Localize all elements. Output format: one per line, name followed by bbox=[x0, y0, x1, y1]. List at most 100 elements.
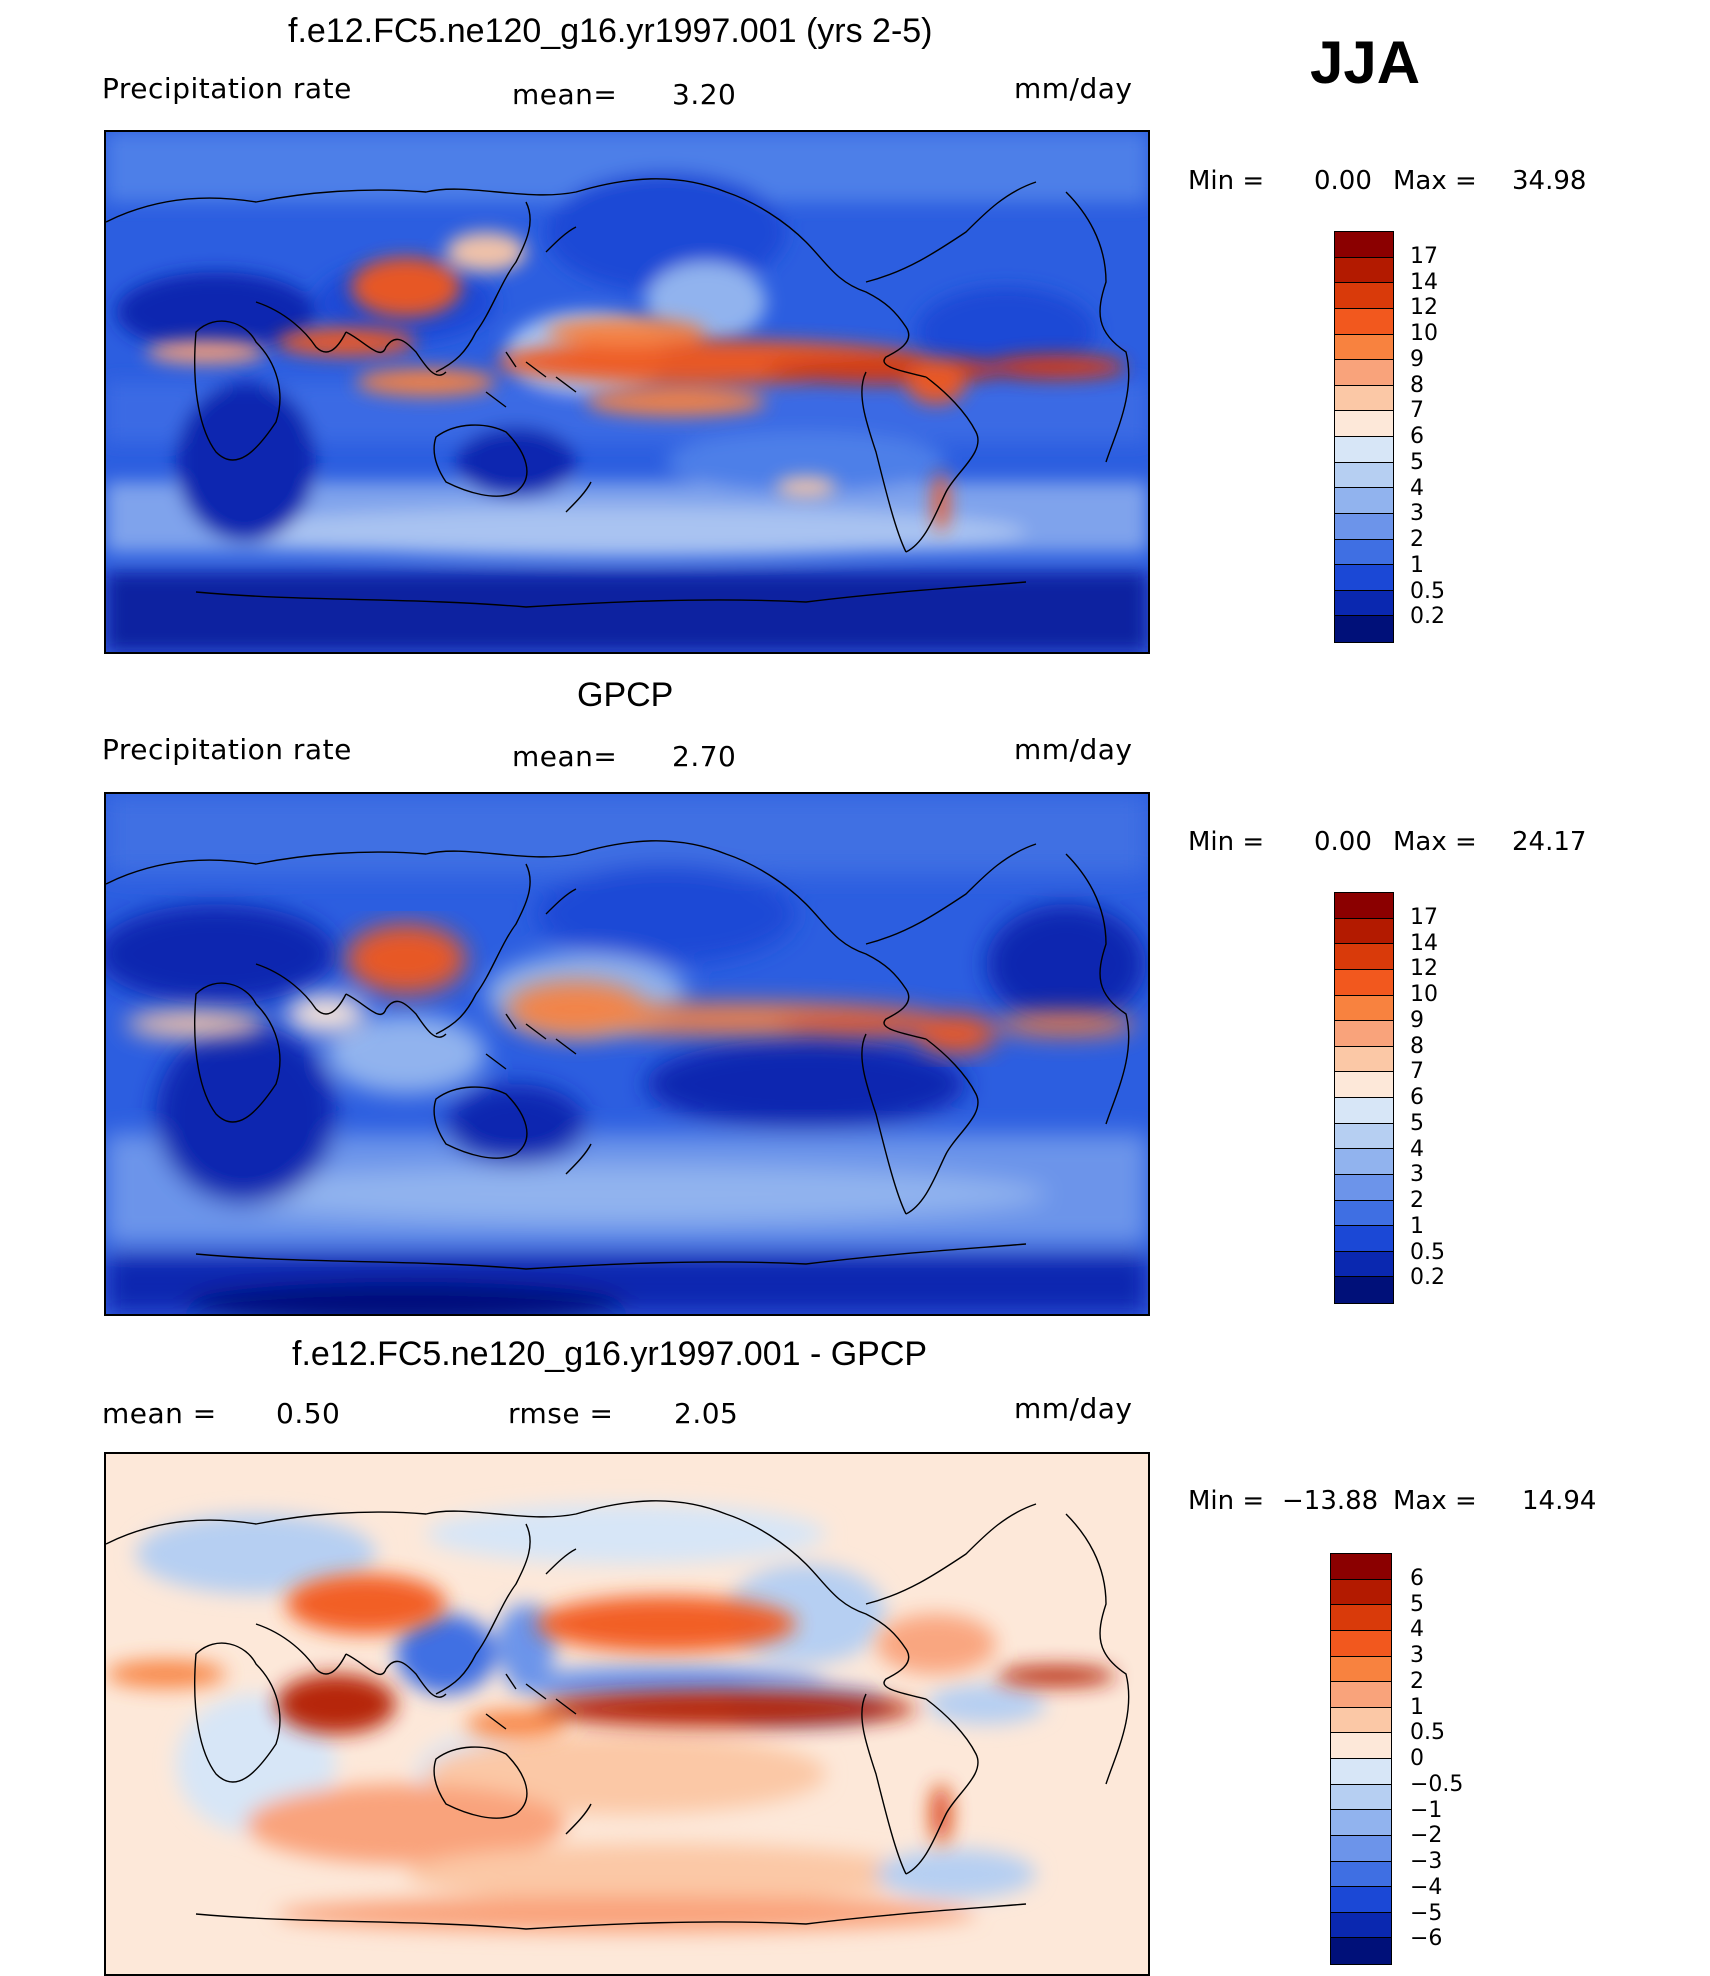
colorbar-swatch bbox=[1335, 893, 1393, 919]
colorbar-tick-label: 5 bbox=[1410, 449, 1424, 475]
colorbar-swatch bbox=[1335, 565, 1393, 591]
colorbar-swatch bbox=[1335, 283, 1393, 309]
colorbar-tick-label: 14 bbox=[1410, 269, 1438, 295]
panel3-title: f.e12.FC5.ne120_g16.yr1997.001 - GPCP bbox=[292, 1335, 928, 1373]
colorbar-swatch bbox=[1331, 1835, 1391, 1862]
colorbar-swatch bbox=[1335, 1226, 1393, 1252]
panel3-max-value: 14.94 bbox=[1522, 1486, 1597, 1516]
colorbar-tick-label: −3 bbox=[1410, 1849, 1443, 1874]
colorbar-tick-label: 12 bbox=[1410, 956, 1438, 982]
colorbar-swatch bbox=[1335, 918, 1393, 945]
colorbar-tick-label: 2 bbox=[1410, 527, 1424, 552]
colorbar-tick-label: 9 bbox=[1410, 346, 1424, 372]
colorbar-swatch bbox=[1335, 969, 1393, 996]
panel1-min-value: 0.00 bbox=[1314, 166, 1372, 196]
colorbar-swatch bbox=[1331, 1682, 1391, 1708]
panel2-mean-label: mean= bbox=[512, 740, 618, 773]
colorbar-swatch bbox=[1331, 1861, 1391, 1888]
colorbar-swatch bbox=[1335, 462, 1393, 489]
colorbar-swatch bbox=[1331, 1656, 1391, 1683]
colorbar-tick-label: 17 bbox=[1410, 243, 1438, 269]
panel1-min-label: Min = bbox=[1188, 166, 1265, 196]
colorbar-swatch bbox=[1331, 1733, 1391, 1759]
panel2-units: mm/day bbox=[1014, 733, 1133, 766]
colorbar-tick-label: 4 bbox=[1410, 1136, 1424, 1162]
panel1-mean-label: mean= bbox=[512, 78, 618, 111]
colorbar-swatch bbox=[1335, 437, 1393, 463]
colorbar-tick-label: 10 bbox=[1410, 321, 1438, 346]
colorbar-tick-label: −4 bbox=[1410, 1874, 1443, 1900]
panel3-mean-value: 0.50 bbox=[276, 1397, 341, 1430]
colorbar-tick-label: 2 bbox=[1410, 1188, 1424, 1213]
colorbar-swatch bbox=[1335, 616, 1393, 642]
colorbar-tick-label: 1 bbox=[1410, 1694, 1424, 1720]
colorbar-swatch bbox=[1331, 1810, 1391, 1836]
colorbar-tick-label: 10 bbox=[1410, 982, 1438, 1007]
colorbar-swatch bbox=[1335, 1123, 1393, 1150]
colorbar-swatch bbox=[1335, 1277, 1393, 1303]
panel3-mean-label: mean = bbox=[102, 1397, 217, 1430]
colorbar-tick-label: 1 bbox=[1410, 1213, 1424, 1239]
panel3-min-value: −13.88 bbox=[1282, 1486, 1379, 1516]
colorbar-swatch bbox=[1331, 1887, 1391, 1913]
colorbar-tick-label: −2 bbox=[1410, 1823, 1443, 1849]
colorbar-swatch bbox=[1335, 1149, 1393, 1175]
colorbar-swatch bbox=[1331, 1630, 1391, 1657]
colorbar-tick-label: −5 bbox=[1410, 1900, 1443, 1926]
colorbar-tick-label: 14 bbox=[1410, 930, 1438, 956]
colorbar-tick-label: −1 bbox=[1410, 1797, 1443, 1823]
panel3-rmse-label: rmse = bbox=[508, 1397, 614, 1430]
panel2-colorbar bbox=[1334, 892, 1394, 1304]
colorbar-tick-label: 3 bbox=[1410, 1162, 1424, 1188]
colorbar-swatch bbox=[1335, 944, 1393, 970]
colorbar-tick-label: 0.5 bbox=[1410, 1720, 1445, 1746]
colorbar-swatch bbox=[1331, 1707, 1391, 1734]
panel3-max-label: Max = bbox=[1393, 1486, 1477, 1516]
colorbar-tick-label: 6 bbox=[1410, 424, 1424, 449]
colorbar-tick-label: 0.2 bbox=[1410, 604, 1445, 630]
panel3-rmse-value: 2.05 bbox=[674, 1397, 739, 1430]
colorbar-tick-label: 0.5 bbox=[1410, 1239, 1445, 1265]
colorbar-swatch bbox=[1335, 411, 1393, 437]
colorbar-tick-label: 7 bbox=[1410, 1059, 1424, 1085]
colorbar-tick-label: 7 bbox=[1410, 398, 1424, 424]
panel2-mean-value: 2.70 bbox=[672, 740, 737, 773]
panel3-units: mm/day bbox=[1014, 1392, 1133, 1425]
colorbar-tick-label: 6 bbox=[1410, 1085, 1424, 1110]
colorbar-tick-label: 9 bbox=[1410, 1007, 1424, 1033]
colorbar-tick-label: 0.5 bbox=[1410, 578, 1445, 604]
colorbar-tick-label: 0 bbox=[1410, 1746, 1424, 1771]
panel3-min-label: Min = bbox=[1188, 1486, 1265, 1516]
panel2-max-value: 24.17 bbox=[1512, 827, 1587, 857]
colorbar-tick-label: 8 bbox=[1410, 1033, 1424, 1059]
colorbar-tick-label: −6 bbox=[1410, 1926, 1443, 1952]
colorbar-tick-label: 6 bbox=[1410, 1565, 1424, 1591]
colorbar-swatch bbox=[1335, 513, 1393, 540]
colorbar-tick-label: 1 bbox=[1410, 552, 1424, 578]
panel2-map bbox=[104, 792, 1150, 1316]
colorbar-tick-label: 5 bbox=[1410, 1110, 1424, 1136]
colorbar-swatch bbox=[1335, 1046, 1393, 1073]
colorbar-swatch bbox=[1335, 590, 1393, 617]
colorbar-swatch bbox=[1335, 1072, 1393, 1098]
colorbar-swatch bbox=[1331, 1605, 1391, 1631]
colorbar-swatch bbox=[1335, 1098, 1393, 1124]
colorbar-tick-label: 4 bbox=[1410, 1617, 1424, 1643]
panel3-map bbox=[104, 1452, 1150, 1976]
colorbar-tick-label: 3 bbox=[1410, 1643, 1424, 1668]
colorbar-swatch bbox=[1331, 1759, 1391, 1785]
colorbar-swatch bbox=[1335, 488, 1393, 514]
panel1-mean-value: 3.20 bbox=[672, 78, 737, 111]
colorbar-swatch bbox=[1335, 360, 1393, 386]
colorbar-swatch bbox=[1335, 1174, 1393, 1201]
colorbar-tick-label: 5 bbox=[1410, 1591, 1424, 1617]
colorbar-swatch bbox=[1335, 308, 1393, 335]
colorbar-tick-label: 8 bbox=[1410, 372, 1424, 398]
colorbar-swatch bbox=[1335, 334, 1393, 361]
colorbar-tick-label: 0.2 bbox=[1410, 1265, 1445, 1291]
colorbar-swatch bbox=[1331, 1579, 1391, 1606]
panel1-map bbox=[104, 130, 1150, 654]
colorbar-swatch bbox=[1331, 1912, 1391, 1939]
colorbar-swatch bbox=[1335, 995, 1393, 1022]
panel2-max-label: Max = bbox=[1393, 827, 1477, 857]
